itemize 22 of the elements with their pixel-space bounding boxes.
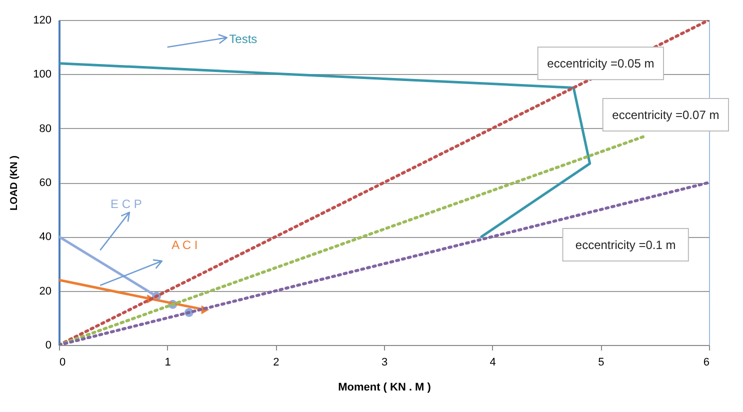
y-tick-label: 100 <box>33 68 52 81</box>
x-tick-label: 2 <box>273 356 280 368</box>
y-tick-label: 80 <box>39 122 52 135</box>
x-tick-label: 5 <box>598 356 604 368</box>
y-tick-label: 120 <box>33 14 52 26</box>
y-tick-label: 60 <box>39 177 52 189</box>
x-tick-label: 6 <box>703 356 710 368</box>
series-label: eccentricity =0.05 m <box>547 56 654 70</box>
x-tick-label: 4 <box>490 356 496 368</box>
x-tick-label: 3 <box>381 356 388 368</box>
text: A C I <box>172 238 198 252</box>
y-tick-label: 40 <box>39 231 52 244</box>
x-axis-title: Moment ( KN . M ) <box>338 382 432 394</box>
y-tick-label: 0 <box>45 340 52 352</box>
x-tick-label: 0 <box>60 356 66 368</box>
y-tick-label: 20 <box>39 285 52 298</box>
series-label: eccentricity =0.1 m <box>575 238 676 252</box>
text: E C P <box>110 197 142 212</box>
text: eccentricity =0.07 m <box>612 108 720 122</box>
y-axis-title: LOAD (KN ) <box>9 156 20 210</box>
text: Tests <box>229 32 258 46</box>
x-tick-label: 1 <box>164 356 171 368</box>
